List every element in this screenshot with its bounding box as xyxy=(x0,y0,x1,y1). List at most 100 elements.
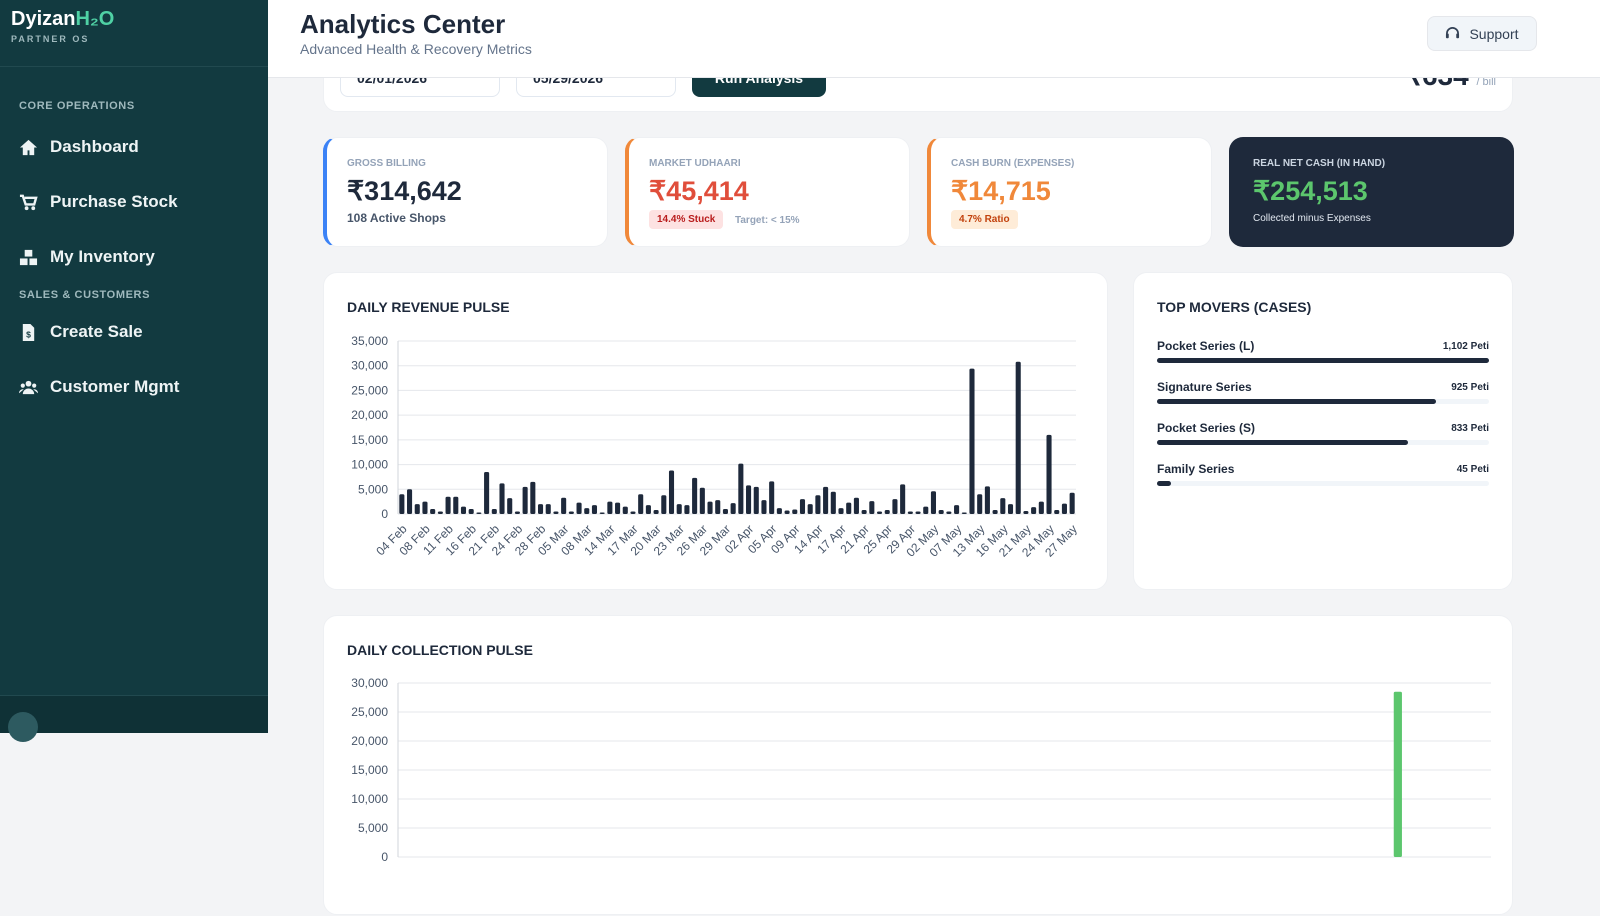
item-value: 925 Peti xyxy=(1451,382,1489,393)
bar xyxy=(530,481,536,514)
user-footer xyxy=(0,695,268,742)
bar xyxy=(484,471,490,514)
bar xyxy=(846,502,852,514)
page-title: Analytics Center xyxy=(300,9,506,39)
bar xyxy=(1007,504,1014,514)
chart-title: DAILY COLLECTION PULSE xyxy=(347,642,533,658)
bar xyxy=(699,487,705,514)
kpi-label: MARKET UDHAARI xyxy=(649,158,741,169)
y-tick-label: 30,000 xyxy=(351,676,388,690)
kpi-label: GROSS BILLING xyxy=(347,158,426,169)
kpi-value: ₹314,642 xyxy=(347,176,462,206)
item-value: 1,102 Peti xyxy=(1442,341,1489,352)
bar xyxy=(815,495,821,514)
support-button[interactable]: Support xyxy=(1427,16,1537,51)
item-label: Family Series xyxy=(1157,462,1235,476)
icon: $ xyxy=(22,323,35,341)
bar xyxy=(838,508,844,514)
bar xyxy=(499,483,505,514)
page-subtitle: Advanced Health & Recovery Metrics xyxy=(300,41,532,57)
bar xyxy=(692,477,698,514)
section-title: SALES & CUSTOMERS xyxy=(19,289,151,301)
bar xyxy=(668,470,675,514)
bar xyxy=(638,494,644,514)
sidebar: DyizanH₂O PARTNER OS CORE OPERATIONS Das… xyxy=(0,0,268,742)
brand[interactable]: DyizanH₂O xyxy=(11,8,114,31)
bar xyxy=(715,500,721,514)
bar xyxy=(807,504,813,514)
bar xyxy=(984,486,990,514)
y-tick-label: 5,000 xyxy=(358,821,388,835)
bar xyxy=(930,491,937,514)
icon xyxy=(19,249,38,265)
support-label[interactable]: Support xyxy=(1469,25,1519,42)
bar xyxy=(892,499,898,514)
bar xyxy=(784,510,790,514)
bar xyxy=(522,486,528,514)
item-label: Pocket Series (S) xyxy=(1157,421,1256,435)
icon xyxy=(19,380,38,394)
bar xyxy=(645,505,651,514)
bar xyxy=(1015,361,1021,514)
bar xyxy=(900,484,906,514)
bar xyxy=(460,506,467,514)
section-title: CORE OPERATIONS xyxy=(19,100,135,112)
nav-label[interactable]: Dashboard xyxy=(50,137,139,156)
bar xyxy=(676,504,682,514)
progress-bar xyxy=(1157,440,1408,445)
nav-label[interactable]: My Inventory xyxy=(50,247,155,266)
icon xyxy=(1446,27,1460,39)
bar xyxy=(1061,503,1067,514)
y-tick-label: 10,000 xyxy=(351,458,388,472)
bar xyxy=(769,481,775,514)
nav-item[interactable]: Purchase Stock xyxy=(19,187,178,217)
bar xyxy=(507,498,513,514)
bar xyxy=(1069,492,1075,514)
nav-item[interactable]: Customer Mgmt xyxy=(19,372,179,402)
y-tick-label: 30,000 xyxy=(351,359,388,373)
avatar[interactable] xyxy=(8,712,38,742)
bar xyxy=(399,494,405,514)
bar xyxy=(576,502,582,514)
nav-item[interactable]: $ Create Sale xyxy=(19,317,143,347)
bar xyxy=(869,501,875,514)
bar xyxy=(568,511,574,514)
kpi-note: 108 Active Shops xyxy=(347,211,446,225)
item-value: 45 Peti xyxy=(1456,464,1489,475)
bar xyxy=(1031,507,1037,514)
chart-title: TOP MOVERS (CASES) xyxy=(1157,299,1312,315)
bar xyxy=(992,510,998,514)
nav-label[interactable]: Customer Mgmt xyxy=(50,377,180,396)
nav-label[interactable]: Purchase Stock xyxy=(50,192,178,211)
nav-item[interactable]: My Inventory xyxy=(19,242,155,272)
progress-bar xyxy=(1157,399,1436,404)
bar xyxy=(876,511,883,514)
bar xyxy=(653,510,659,514)
bar xyxy=(553,511,559,514)
y-tick-label: 5,000 xyxy=(358,482,388,496)
bar xyxy=(884,510,890,514)
bar xyxy=(707,501,713,514)
bar xyxy=(761,500,767,514)
bar xyxy=(776,508,782,514)
svg-text:$: $ xyxy=(26,329,31,339)
bar xyxy=(1054,510,1060,514)
y-tick-label: 10,000 xyxy=(351,792,388,806)
bar xyxy=(969,368,975,514)
nav-item[interactable]: Dashboard xyxy=(19,132,139,162)
bar xyxy=(1046,434,1052,514)
y-tick-label: 15,000 xyxy=(351,433,388,447)
bar xyxy=(599,512,605,514)
bar xyxy=(1393,691,1402,857)
kpi-card: CASH BURN (EXPENSES) ₹14,715 4.7% Ratio xyxy=(927,137,1212,247)
kpi-value: ₹14,715 xyxy=(951,176,1051,206)
nav-label[interactable]: Create Sale xyxy=(50,322,143,341)
bar xyxy=(961,512,967,514)
kpi-label: REAL NET CASH (IN HAND) xyxy=(1253,158,1386,169)
bar xyxy=(453,496,459,514)
icon xyxy=(19,139,38,155)
bar xyxy=(746,485,752,514)
kpi-value: ₹254,513 xyxy=(1253,176,1368,206)
brand-accent: H₂O xyxy=(75,8,115,30)
bar xyxy=(684,505,690,514)
